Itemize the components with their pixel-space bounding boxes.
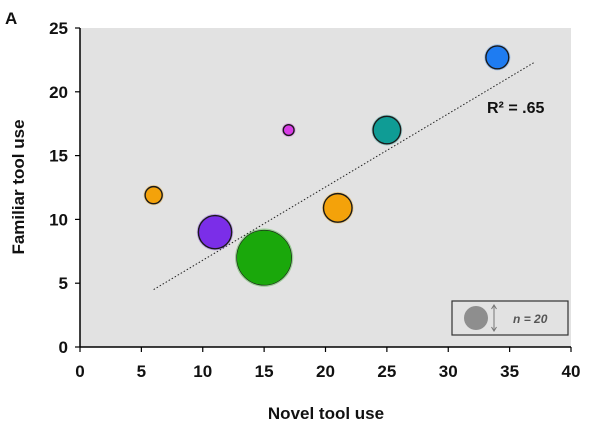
size-legend-arrowheads-icon xyxy=(491,304,497,332)
data-point xyxy=(236,229,292,286)
x-tick-label: 25 xyxy=(377,362,396,381)
x-tick-label: 0 xyxy=(75,362,84,381)
y-tick-label: 5 xyxy=(59,274,68,293)
x-tick-label: 20 xyxy=(316,362,335,381)
size-legend-circle xyxy=(464,306,488,330)
data-point xyxy=(372,115,402,145)
y-tick-label: 20 xyxy=(49,83,68,102)
r-squared-annotation: R² = .65 xyxy=(487,100,544,117)
data-point xyxy=(144,185,163,205)
y-tick-label: 25 xyxy=(49,19,68,38)
x-tick-label: 15 xyxy=(255,362,274,381)
data-point xyxy=(485,45,510,70)
trend-line xyxy=(153,62,535,291)
y-axis-label: Familiar tool use xyxy=(9,119,28,254)
panel-label: A xyxy=(5,9,17,28)
size-legend-label: n = 20 xyxy=(513,312,548,326)
x-tick-label: 40 xyxy=(562,362,581,381)
y-tick-label: 15 xyxy=(49,147,68,166)
x-tick-label: 5 xyxy=(137,362,146,381)
data-point xyxy=(282,123,295,137)
x-axis-label: Novel tool use xyxy=(268,404,384,423)
x-tick-label: 30 xyxy=(439,362,458,381)
data-point xyxy=(197,214,233,250)
y-tick-label: 10 xyxy=(49,210,68,229)
x-tick-label: 10 xyxy=(193,362,212,381)
size-legend: n = 20 xyxy=(451,300,569,336)
size-legend-value: = 20 xyxy=(524,312,548,326)
x-tick-label: 35 xyxy=(500,362,519,381)
size-legend-n: n xyxy=(513,312,520,326)
y-tick-label: 0 xyxy=(59,338,68,357)
data-point xyxy=(322,192,353,223)
